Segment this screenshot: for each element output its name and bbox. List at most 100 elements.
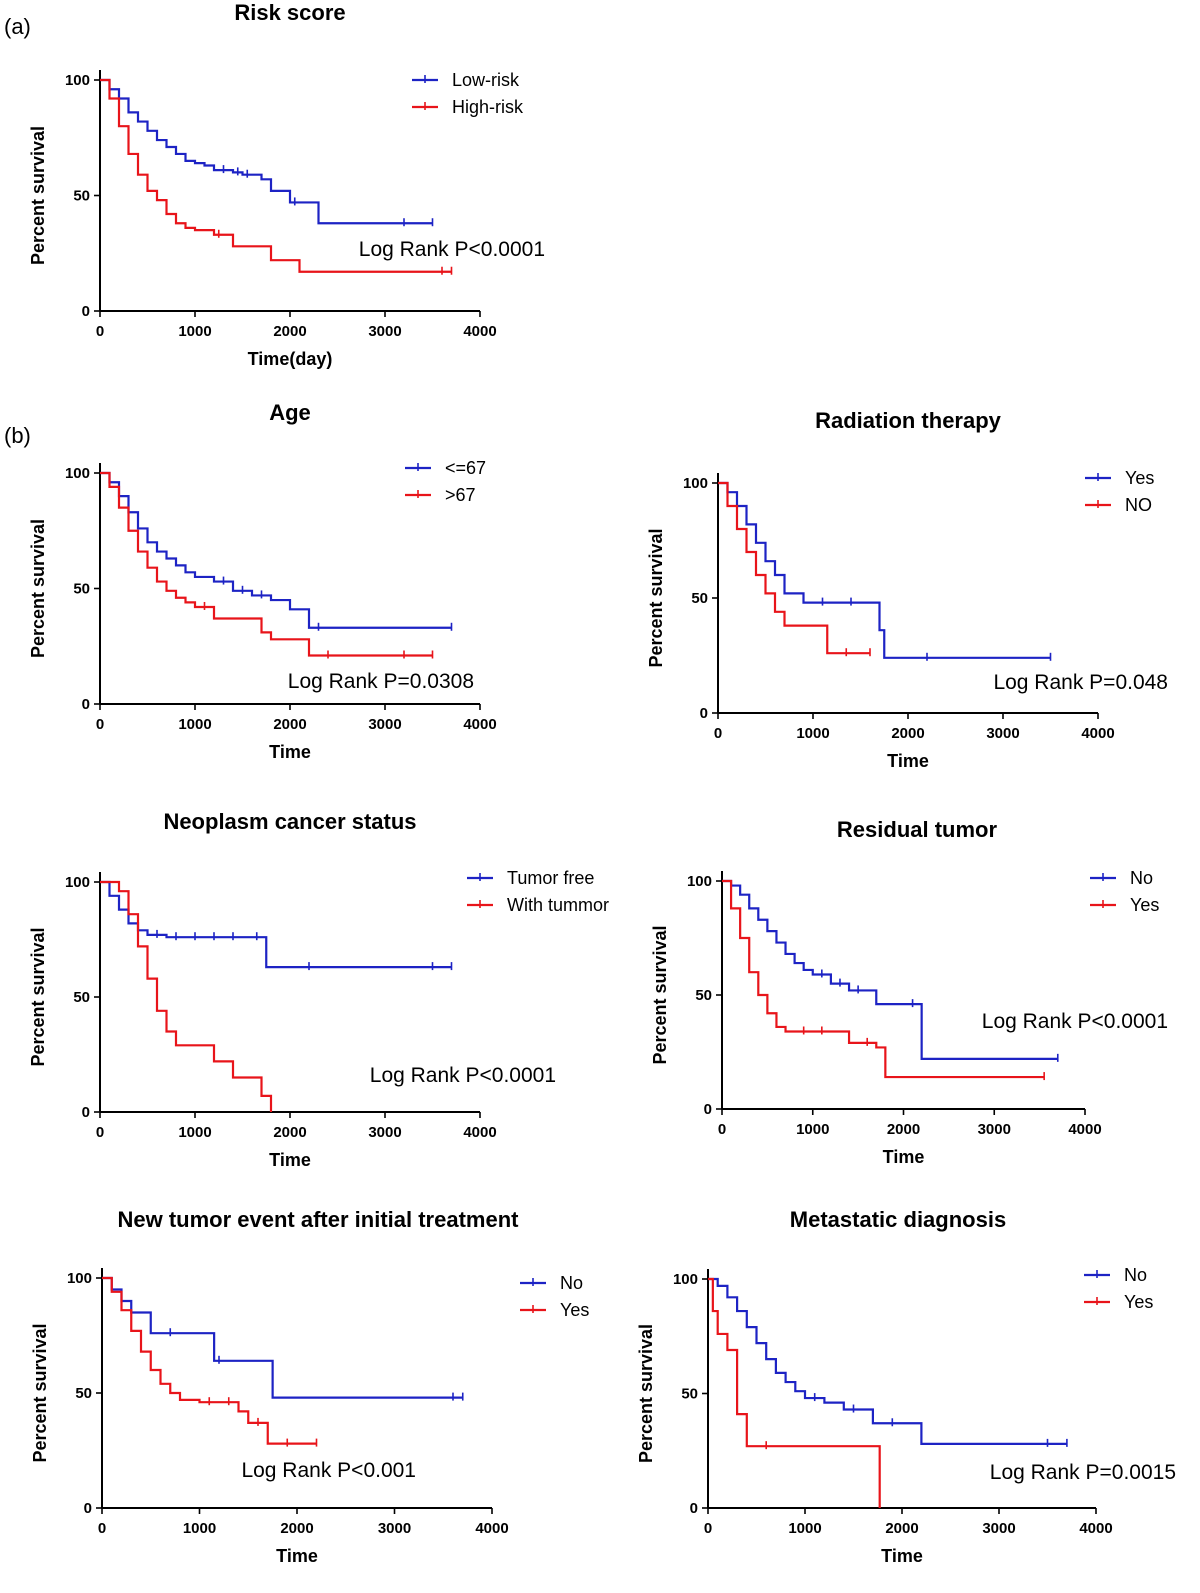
series-line-1 (722, 879, 1058, 1060)
x-axis-label: Time (883, 1147, 925, 1167)
x-tick-label: 3000 (368, 716, 401, 733)
x-tick-label: 2000 (885, 1520, 918, 1537)
series-line-1 (102, 1276, 463, 1399)
legend-label: Yes (1130, 895, 1159, 915)
x-tick-label: 2000 (273, 323, 306, 340)
x-tick-label: 3000 (978, 1121, 1011, 1138)
series-line-2 (102, 1276, 317, 1445)
y-tick-label: 0 (82, 1104, 90, 1121)
x-tick-label: 1000 (796, 725, 829, 742)
y-tick-label: 0 (704, 1101, 712, 1118)
x-axis-label: Time (269, 742, 311, 762)
chart-title: Metastatic diagnosis (790, 1207, 1006, 1232)
x-tick-label: 4000 (475, 1520, 508, 1537)
x-tick-label: 2000 (273, 1124, 306, 1141)
x-axis-label: Time (887, 751, 929, 771)
x-tick-label: 1000 (796, 1121, 829, 1138)
series-line-2 (100, 880, 273, 1112)
x-tick-label: 2000 (273, 716, 306, 733)
chart-title: Residual tumor (837, 817, 998, 842)
x-axis-label: Time (276, 1546, 318, 1566)
y-tick-label: 0 (690, 1500, 698, 1517)
log-rank-annotation: Log Rank P<0.0001 (370, 1064, 556, 1087)
x-tick-label: 0 (718, 1121, 726, 1138)
series-line-1 (100, 78, 433, 225)
x-tick-label: 1000 (178, 716, 211, 733)
y-tick-label: 50 (681, 1386, 698, 1403)
y-axis-label: Percent survival (646, 528, 666, 667)
km-chart-5: Residual tumor 0 1000 2000 3000 4000 0 50 100 Tim… (650, 817, 1168, 1167)
x-tick-label: 4000 (463, 1124, 496, 1141)
series-line-1 (718, 481, 1051, 659)
legend-label: NO (1125, 495, 1152, 515)
y-tick-label: 100 (65, 465, 90, 482)
y-tick-label: 50 (75, 1385, 92, 1402)
x-tick-label: 2000 (887, 1121, 920, 1138)
y-axis-label: Percent survival (636, 1324, 656, 1463)
legend-label: >67 (445, 485, 476, 505)
y-tick-label: 100 (67, 1270, 92, 1287)
x-tick-label: 4000 (1079, 1520, 1112, 1537)
legend-label: No (1124, 1265, 1147, 1285)
log-rank-annotation: Log Rank P<0.001 (241, 1459, 416, 1482)
legend-label: With tummor (507, 895, 609, 915)
x-tick-label: 1000 (788, 1520, 821, 1537)
y-tick-label: 50 (73, 989, 90, 1006)
series-line-1 (100, 880, 452, 969)
panel-label-a: (a) (4, 14, 31, 39)
series-line-1 (100, 471, 452, 629)
y-tick-label: 0 (700, 705, 708, 722)
km-chart-7: Metastatic diagnosis 0 1000 2000 3000 4000 0 50… (636, 1207, 1176, 1566)
x-tick-label: 1000 (183, 1520, 216, 1537)
x-tick-label: 0 (96, 716, 104, 733)
y-axis-label: Percent survival (28, 519, 48, 658)
legend-label: No (1130, 868, 1153, 888)
y-tick-label: 50 (73, 581, 90, 598)
chart-title: New tumor event after initial treatment (118, 1207, 520, 1232)
y-tick-label: 100 (673, 1271, 698, 1288)
y-tick-label: 0 (84, 1500, 92, 1517)
x-tick-label: 0 (714, 725, 722, 742)
y-tick-label: 0 (82, 696, 90, 713)
y-axis-label: Percent survival (30, 1323, 50, 1462)
legend-label: Yes (1124, 1292, 1153, 1312)
y-tick-label: 100 (65, 874, 90, 891)
x-tick-label: 2000 (280, 1520, 313, 1537)
legend-label: <=67 (445, 458, 486, 478)
x-tick-label: 3000 (378, 1520, 411, 1537)
x-tick-label: 3000 (368, 323, 401, 340)
y-tick-label: 100 (687, 873, 712, 890)
x-tick-label: 3000 (986, 725, 1019, 742)
legend-label: Low-risk (452, 70, 520, 90)
legend-label: Tumor free (507, 868, 594, 888)
x-tick-label: 3000 (982, 1520, 1015, 1537)
y-axis-label: Percent survival (650, 925, 670, 1064)
km-chart-6: New tumor event after initial treatment 0… (30, 1207, 589, 1566)
legend-label: Yes (1125, 468, 1154, 488)
y-tick-label: 50 (691, 590, 708, 607)
x-axis-label: Time (881, 1546, 923, 1566)
km-chart-3: Radiation therapy 0 1000 2000 3000 4000 0 50 100… (646, 408, 1168, 771)
chart-title: Radiation therapy (815, 408, 1002, 433)
y-tick-label: 0 (82, 303, 90, 320)
x-tick-label: 1000 (178, 1124, 211, 1141)
x-tick-label: 4000 (1081, 725, 1114, 742)
y-axis-label: Percent survival (28, 927, 48, 1066)
chart-title: Neoplasm cancer status (163, 809, 416, 834)
x-tick-label: 4000 (1068, 1121, 1101, 1138)
x-axis-label: Time (269, 1150, 311, 1170)
log-rank-annotation: Log Rank P=0.0308 (288, 670, 474, 693)
legend-label: Yes (560, 1300, 589, 1320)
x-tick-label: 1000 (178, 323, 211, 340)
y-tick-label: 50 (73, 188, 90, 205)
y-tick-label: 100 (683, 475, 708, 492)
series-line-2 (100, 78, 452, 273)
log-rank-annotation: Log Rank P<0.0001 (359, 238, 545, 261)
legend-label: High-risk (452, 97, 524, 117)
series-line-2 (718, 481, 870, 655)
x-axis-label: Time(day) (248, 349, 333, 369)
series-line-1 (708, 1277, 1067, 1445)
y-tick-label: 100 (65, 72, 90, 89)
